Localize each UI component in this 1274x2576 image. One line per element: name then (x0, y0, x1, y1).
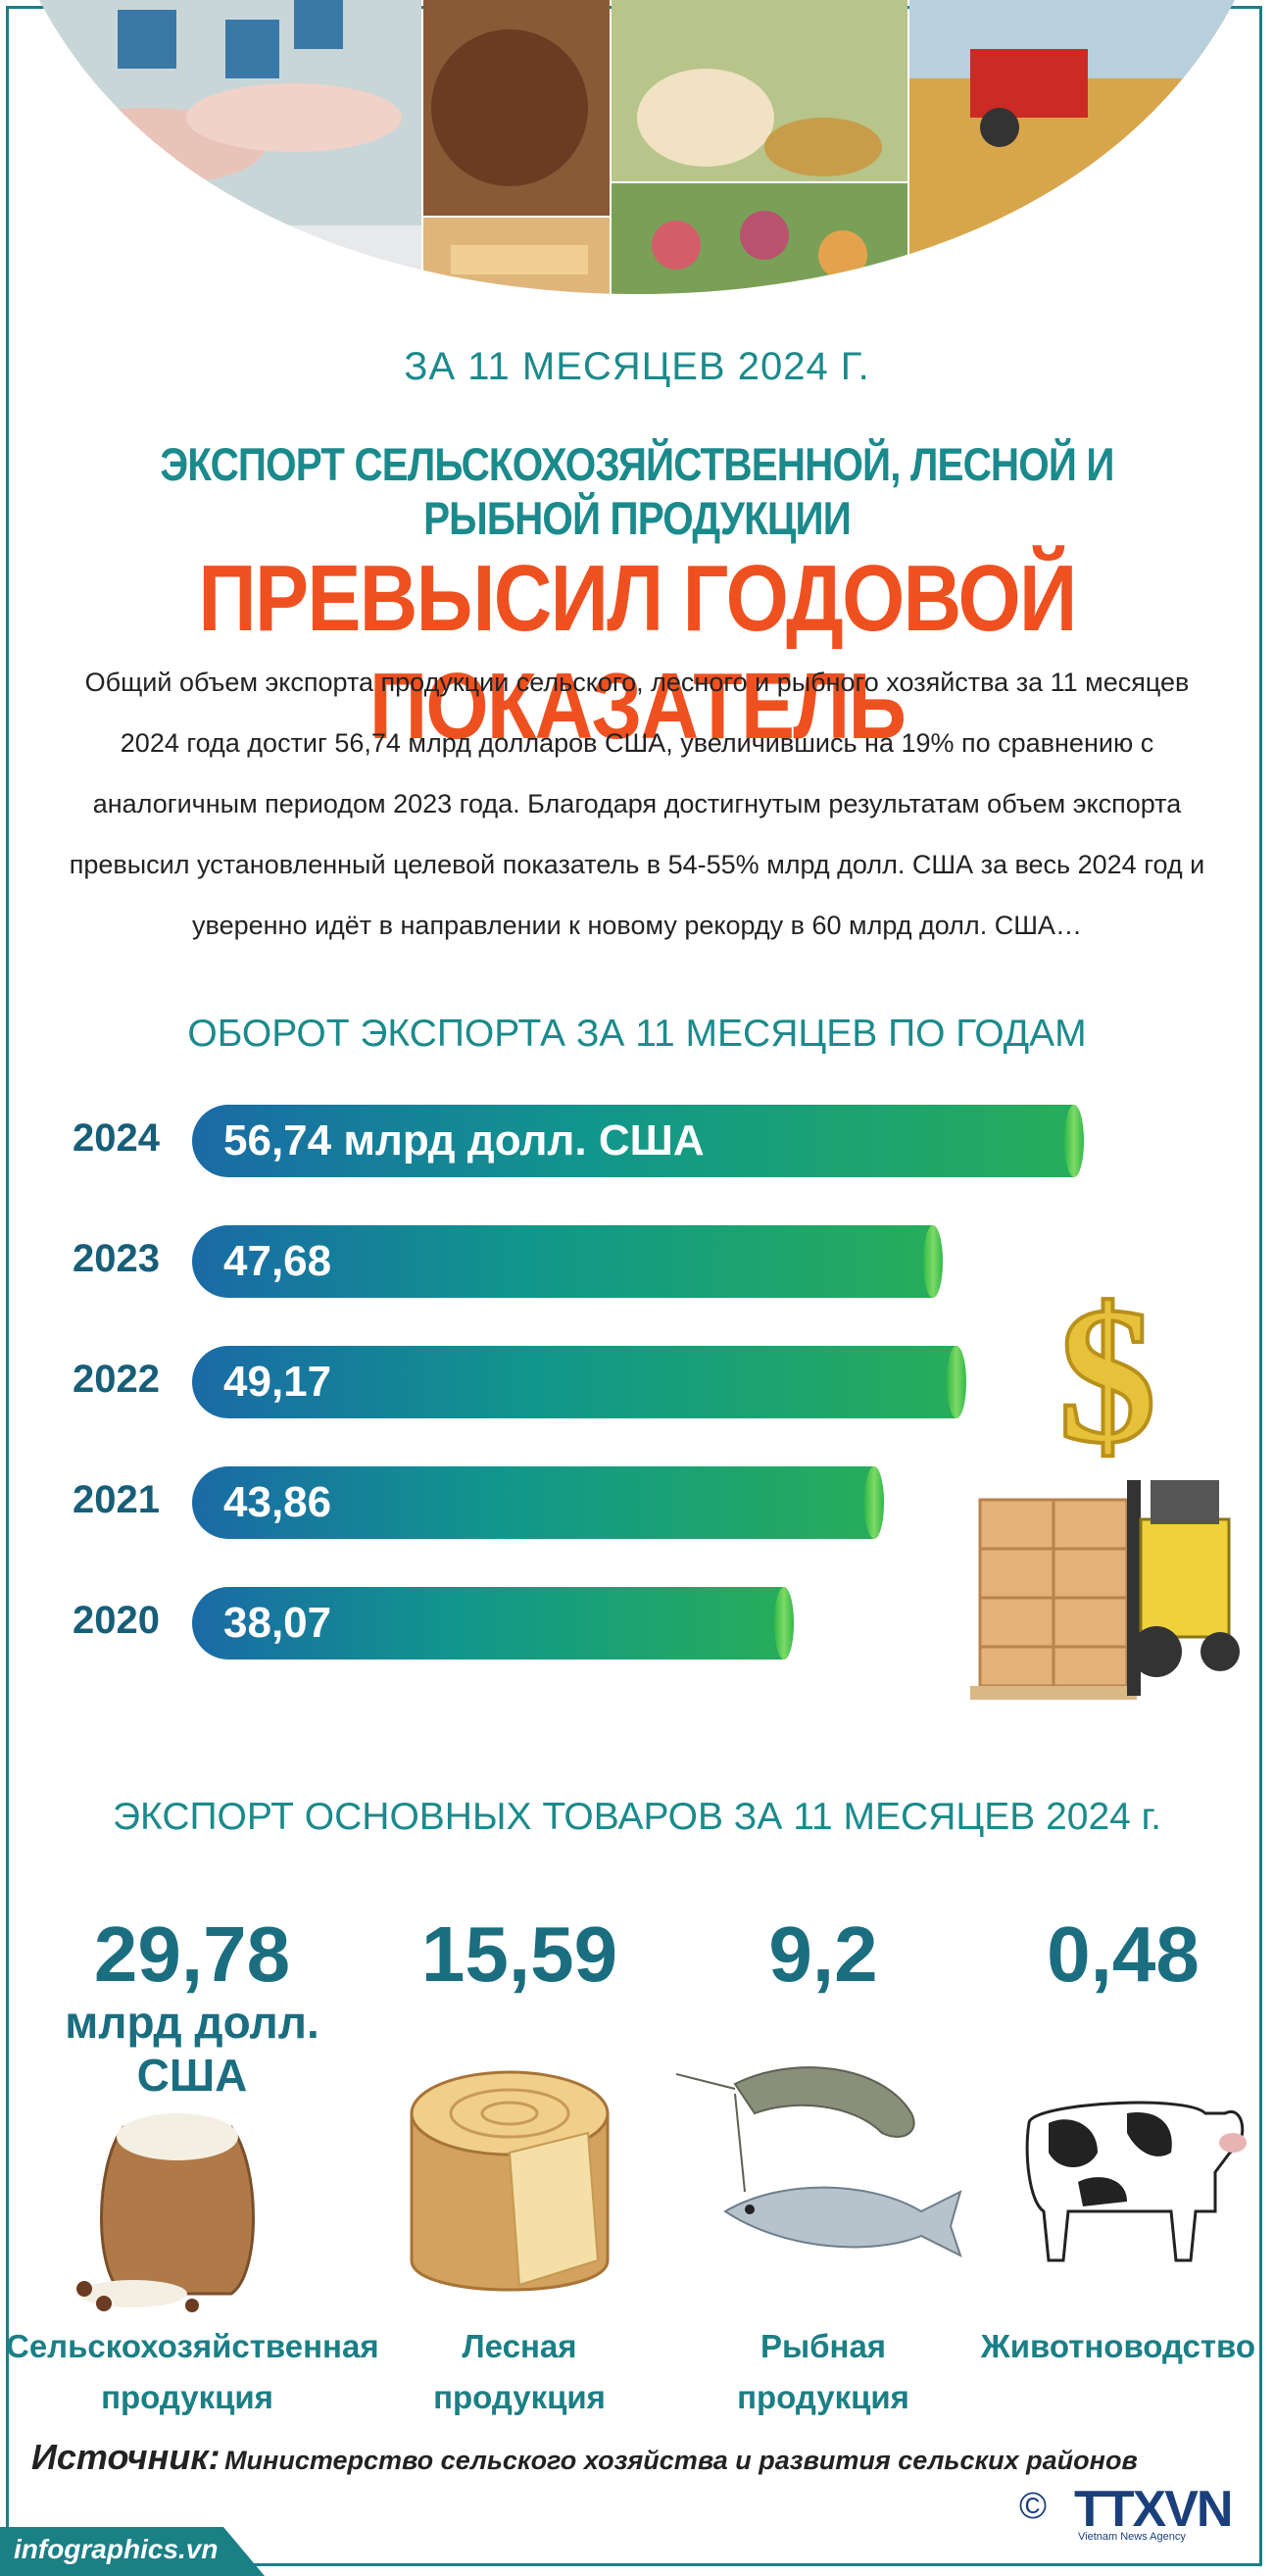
logo-subtitle: Vietnam News Agency (1078, 2531, 1186, 2543)
bar-cap (1064, 1105, 1084, 1177)
source-text: Министерство сельского хозяйства и разви… (224, 2446, 1138, 2475)
bar-2022: 49,17 (192, 1346, 966, 1418)
bar-2021: 43,86 (192, 1466, 884, 1539)
bar-value-label-2024: 56,74 млрд долл. США (223, 1116, 705, 1164)
product-unit: млрд долл. США (65, 1997, 319, 2101)
bar-2020: 38,07 (192, 1587, 794, 1660)
product-name-fishery: Рыбная продукция (666, 2321, 980, 2423)
year-label-2022: 2022 (73, 1358, 160, 1401)
product-name-line: Рыбная (760, 2328, 887, 2364)
bar-cap (864, 1466, 884, 1539)
bar-value-label-2020: 38,07 (223, 1599, 332, 1647)
source-note: Источник: Министерство сельского хозяйст… (31, 2437, 1207, 2478)
copyright-symbol: © (1019, 2486, 1047, 2527)
bar-cap (947, 1346, 966, 1418)
ttxvn-logo: TTXVN Vietnam News Agency (1074, 2480, 1250, 2547)
product-name-livestock: Животноводство (966, 2321, 1270, 2372)
intro-paragraph: Общий объем экспорта продукции сельского… (20, 652, 1254, 956)
period-subtitle: ЗА 11 МЕСЯЦЕВ 2024 Г. (404, 345, 870, 388)
product-name-line: продукция (101, 2379, 273, 2415)
intro-line: аналогичным периодом 2023 года. Благодар… (92, 789, 1182, 818)
bar-2023: 47,68 (192, 1225, 943, 1298)
title-line-1: ЭКСПОРТ СЕЛЬСКОХОЗЯЙСТВЕННОЙ, ЛЕСНОЙ И Р… (160, 438, 1114, 544)
svg-text:$: $ (1058, 1267, 1156, 1484)
bar-cap (923, 1225, 943, 1298)
product-name-agriculture: Сельскохозяйственная продукция (6, 2321, 379, 2423)
product-name-line: Животноводство (980, 2328, 1256, 2364)
bar-chart-title: ОБОРОТ ЭКСПОРТА ЗА 11 МЕСЯЦЕВ ПО ГОДАМ (187, 1013, 1087, 1055)
forklift-dollar-icon: $ (970, 1265, 1240, 1700)
bar-value-label-2021: 43,86 (223, 1478, 332, 1526)
product-name-line: Сельскохозяйственная (6, 2328, 379, 2364)
footer-band (0, 2527, 265, 2576)
year-label-2023: 2023 (73, 1237, 160, 1280)
bar-value-label-2023: 47,68 (223, 1237, 332, 1285)
hero-photo-collage (39, 0, 1235, 294)
year-label-2020: 2020 (73, 1599, 160, 1642)
product-name-line: продукция (737, 2379, 909, 2415)
product-value-agriculture: 29,78 (93, 1910, 291, 1998)
intro-line: уверенно идёт в направлении к новому рек… (192, 911, 1082, 940)
product-value-livestock: 0,48 (1047, 1910, 1200, 1998)
rice-sack-icon (76, 2113, 255, 2312)
logo-text: TTXVN (1074, 2481, 1233, 2538)
intro-line: 2024 года достиг 56,74 млрд долларов США… (120, 728, 1154, 758)
bar-value-label-2022: 49,17 (223, 1358, 332, 1406)
wood-stump-icon (410, 2070, 610, 2292)
shrimp-fish-icon (676, 2066, 962, 2257)
intro-line: Общий объем экспорта продукции сельского… (84, 668, 1190, 697)
year-label-2021: 2021 (73, 1478, 160, 1521)
products-title: ЭКСПОРТ ОСНОВНЫХ ТОВАРОВ ЗА 11 МЕСЯЦЕВ 2… (113, 1796, 1161, 1838)
product-name-forestry: Лесная продукция (363, 2321, 676, 2423)
year-label-2024: 2024 (73, 1116, 160, 1160)
product-name-line: продукция (433, 2379, 606, 2415)
source-label: Источник: (31, 2437, 220, 2477)
product-name-line: Лесная (462, 2328, 577, 2364)
product-value-forestry: 15,59 (420, 1910, 618, 1998)
product-value-fishery: 9,2 (768, 1910, 878, 1998)
bar-2024: 56,74 млрд долл. США (192, 1105, 1084, 1177)
cow-icon (1025, 2101, 1247, 2262)
intro-line: превысил установленный целевой показател… (69, 850, 1205, 879)
bar-cap (774, 1587, 794, 1660)
title-line-2: ПРЕВЫСИЛ ГОДОВОЙ ПОКАЗАТЕЛЬ (198, 546, 1077, 759)
footer-site-link[interactable]: infographics.vn (14, 2534, 219, 2564)
